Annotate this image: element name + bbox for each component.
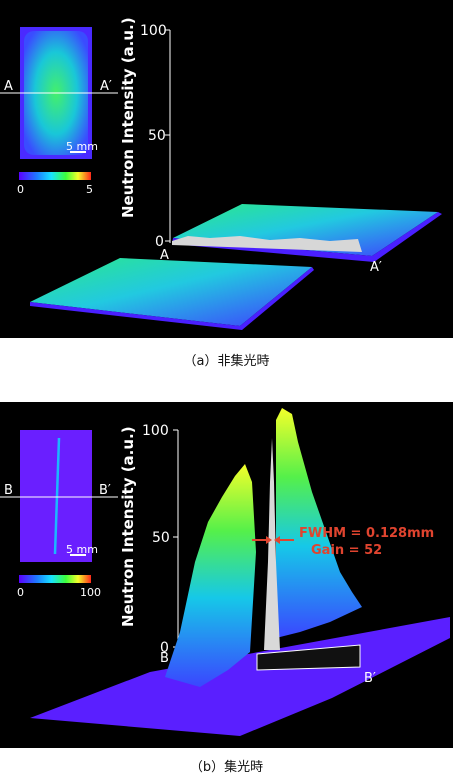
y-axis-title-a: Neutron Intensity (a.u.) xyxy=(119,17,137,218)
profile-label-b-start: B xyxy=(160,651,169,666)
colorbar-a xyxy=(19,172,91,180)
colorbar-a-max: 5 xyxy=(86,183,93,196)
colorbar-b-max: 100 xyxy=(80,586,101,599)
y-axis-title-b: Neutron Intensity (a.u.) xyxy=(119,426,137,627)
tick-label-b-0: 0 xyxy=(160,640,169,656)
profile-peak-b xyxy=(264,438,280,650)
panel-b-focused: B B′ 5 mm 0 100 100 50 0 Neutron Intensi… xyxy=(0,402,453,748)
line-label-b-start: B xyxy=(4,483,13,498)
fwhm-arrowhead-right xyxy=(274,536,280,544)
profile-label-a-end: A′ xyxy=(370,260,382,275)
surface-back-a-edge xyxy=(172,212,442,262)
colorbar-b xyxy=(19,575,91,583)
colorbar-a-min: 0 xyxy=(17,183,24,196)
caption-a: （a）非集光時 xyxy=(183,354,270,369)
tick-label-b-100: 100 xyxy=(142,423,169,439)
panel-a-figure: A A′ 5 mm 0 5 100 50 0 Neutron Intensity… xyxy=(0,17,442,330)
profile-base-b xyxy=(256,644,361,671)
panel-a-unfocused: A A′ 5 mm 0 5 100 50 0 Neutron Intensity… xyxy=(0,0,453,338)
line-label-a-end: A′ xyxy=(100,79,112,94)
ridge-right-b xyxy=(276,408,362,638)
ridge-left-b xyxy=(165,464,256,687)
caption-b: （b）集光時 xyxy=(189,760,264,775)
surface-front-a xyxy=(30,258,312,326)
profile-label-b-end: B′ xyxy=(364,671,376,686)
gain-annotation: Gain = 52 xyxy=(311,543,382,558)
fwhm-arrowhead-left xyxy=(266,536,272,544)
profile-a xyxy=(172,236,362,252)
tick-label-a-50: 50 xyxy=(148,128,166,144)
scale-bar-label-b: 5 mm xyxy=(66,543,98,556)
line-label-a-start: A xyxy=(4,79,13,94)
tick-label-b-50: 50 xyxy=(152,530,170,546)
tick-label-a-0: 0 xyxy=(155,234,164,250)
profile-label-a-start: A xyxy=(160,248,169,263)
fwhm-annotation: FWHM = 0.128mm xyxy=(299,526,434,541)
line-label-b-end: B′ xyxy=(99,483,111,498)
tick-label-a-100: 100 xyxy=(140,23,167,39)
inset-focus-line-b xyxy=(53,437,61,555)
scale-bar-label-a: 5 mm xyxy=(66,140,98,153)
colorbar-b-min: 0 xyxy=(17,586,24,599)
panel-b-figure: B B′ 5 mm 0 100 100 50 0 Neutron Intensi… xyxy=(0,408,450,736)
